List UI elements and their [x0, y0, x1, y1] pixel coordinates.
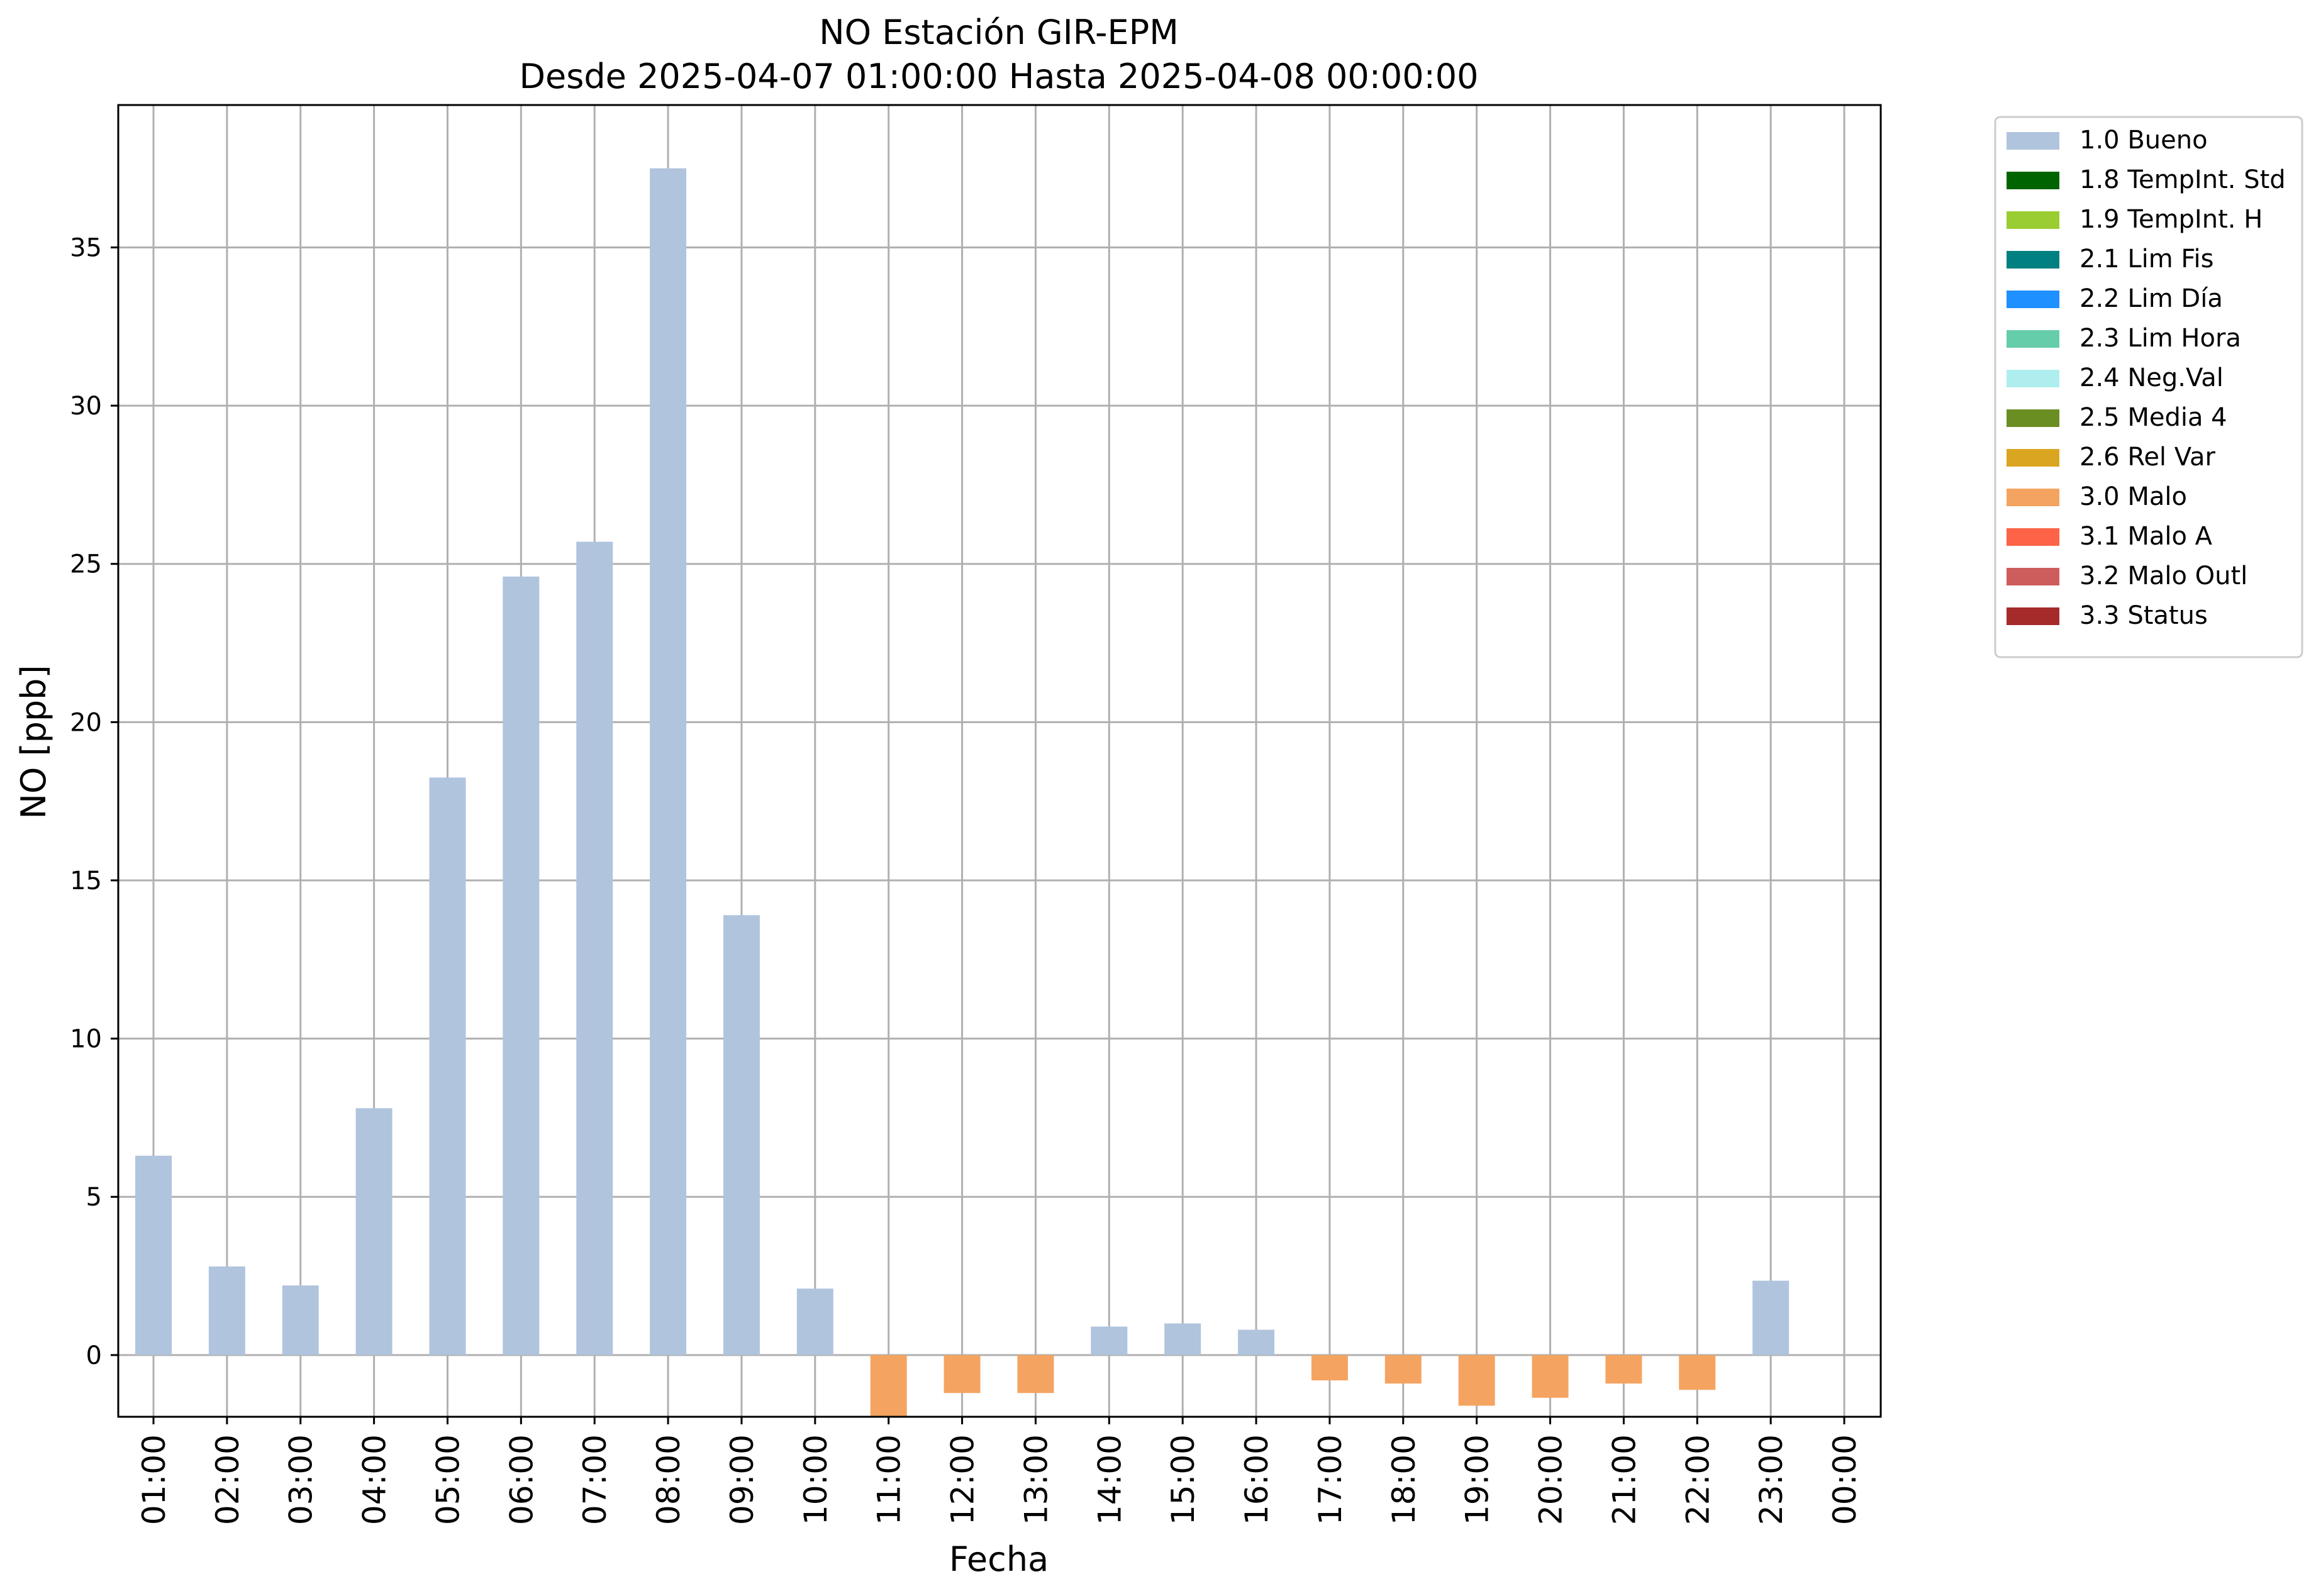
- legend-label: 2.4 Neg.Val: [2079, 363, 2224, 392]
- bar-10:00: [796, 1288, 833, 1355]
- x-tick-label: 16:00: [1239, 1434, 1275, 1525]
- legend-label: 3.0 Malo: [2079, 482, 2187, 511]
- chart-title: NO Estación GIR-EPM: [819, 13, 1179, 52]
- x-tick-label: 11:00: [871, 1434, 908, 1525]
- y-tick-label: 30: [70, 392, 102, 421]
- x-tick-label: 14:00: [1091, 1434, 1128, 1525]
- y-axis-label: NO [ppb]: [14, 665, 53, 819]
- y-tick-label: 5: [86, 1183, 102, 1212]
- bar-12:00: [944, 1355, 981, 1394]
- x-tick-label: 07:00: [577, 1434, 613, 1525]
- x-tick-label: 12:00: [945, 1434, 981, 1525]
- bar-13:00: [1017, 1355, 1054, 1394]
- x-tick-label: 22:00: [1679, 1434, 1716, 1525]
- x-tick-label: 17:00: [1312, 1434, 1349, 1525]
- bar-07:00: [576, 541, 613, 1355]
- bar-03:00: [282, 1285, 319, 1355]
- x-tick-label: 04:00: [357, 1434, 393, 1525]
- bar-09:00: [723, 915, 760, 1355]
- legend-label: 2.2 Lim Día: [2079, 284, 2223, 313]
- x-tick-label: 18:00: [1386, 1434, 1422, 1525]
- bar-04:00: [355, 1108, 392, 1355]
- x-tick-label: 01:00: [136, 1434, 172, 1525]
- legend-swatch: [2007, 449, 2059, 467]
- legend-swatch: [2007, 291, 2059, 308]
- legend-label: 1.0 Bueno: [2079, 126, 2208, 155]
- grid-layer: [118, 105, 1881, 1417]
- x-tick-label: 19:00: [1459, 1434, 1496, 1525]
- bar-21:00: [1605, 1355, 1642, 1384]
- legend-swatch: [2007, 489, 2059, 506]
- legend-label: 3.1 Malo A: [2079, 522, 2213, 551]
- legend-swatch: [2007, 370, 2059, 387]
- bar-17:00: [1311, 1355, 1348, 1381]
- y-tick-label: 0: [86, 1341, 102, 1370]
- y-tick-label: 15: [70, 867, 102, 895]
- legend-label: 2.1 Lim Fis: [2079, 245, 2213, 274]
- y-tick-label: 25: [70, 550, 102, 579]
- legend-label: 2.5 Media 4: [2079, 403, 2227, 432]
- x-axis-label: Fecha: [949, 1539, 1049, 1579]
- bar-08:00: [650, 168, 687, 1355]
- legend-label: 3.3 Status: [2079, 601, 2208, 630]
- legend-label: 1.8 TempInt. Std: [2079, 165, 2286, 194]
- bar-20:00: [1532, 1355, 1569, 1398]
- legend-swatch: [2007, 211, 2059, 229]
- bar-22:00: [1679, 1355, 1716, 1390]
- x-tick-label: 00:00: [1827, 1434, 1863, 1525]
- legend-label: 3.2 Malo Outl: [2079, 562, 2247, 590]
- bar-19:00: [1458, 1355, 1495, 1406]
- bar-16:00: [1238, 1329, 1275, 1355]
- legend-label: 2.3 Lim Hora: [2079, 324, 2241, 353]
- legend-swatch: [2007, 132, 2059, 150]
- legend-box: [1994, 116, 2303, 658]
- x-tick-label: 09:00: [724, 1434, 760, 1525]
- legend-swatch: [2007, 172, 2059, 189]
- x-tick-label: 05:00: [430, 1434, 466, 1525]
- bar-11:00: [870, 1355, 907, 1417]
- legend-swatch: [2007, 409, 2059, 427]
- x-tick-label: 06:00: [503, 1434, 540, 1525]
- plot-frame: [117, 104, 1882, 1418]
- x-tick-label: 08:00: [650, 1434, 687, 1525]
- bar-15:00: [1164, 1323, 1201, 1355]
- bar-05:00: [429, 777, 466, 1355]
- y-tick-label: 10: [70, 1025, 102, 1054]
- bar-18:00: [1384, 1355, 1422, 1384]
- y-tick-label: 20: [70, 708, 102, 737]
- legend-label: 1.9 TempInt. H: [2079, 205, 2263, 234]
- legend-swatch: [2007, 607, 2059, 625]
- ticks-layer: 0 5 10 15 20 25 30 35 01:00 02:00 03:00 04:00 05:00 0…: [70, 233, 1863, 1525]
- x-tick-label: 03:00: [283, 1434, 320, 1525]
- bar-23:00: [1752, 1280, 1790, 1355]
- axes-layer: [117, 104, 1882, 1418]
- legend-label: 2.6 Rel Var: [2079, 443, 2216, 472]
- legend-swatch: [2007, 251, 2059, 269]
- legend-swatch: [2007, 568, 2059, 585]
- x-tick-label: 13:00: [1018, 1434, 1054, 1525]
- x-tick-label: 10:00: [798, 1434, 834, 1525]
- bar-02:00: [208, 1266, 245, 1355]
- legend-swatch: [2007, 330, 2059, 348]
- x-tick-label: 20:00: [1533, 1434, 1569, 1525]
- legend-swatch: [2007, 528, 2059, 546]
- legend: 1.0 Bueno 1.8 TempInt. Std 1.9 TempInt. H 2…: [1994, 116, 2303, 658]
- bar-01:00: [135, 1155, 172, 1355]
- bar-14:00: [1091, 1326, 1128, 1355]
- x-tick-label: 21:00: [1606, 1434, 1642, 1525]
- x-tick-label: 02:00: [209, 1434, 246, 1525]
- bar-06:00: [503, 576, 540, 1355]
- x-tick-label: 23:00: [1753, 1434, 1790, 1525]
- bars-layer: [135, 168, 1790, 1417]
- y-tick-label: 35: [70, 233, 102, 262]
- chart-subtitle: Desde 2025-04-07 01:00:00 Hasta 2025-04-…: [519, 57, 1478, 96]
- x-tick-label: 15:00: [1165, 1434, 1201, 1525]
